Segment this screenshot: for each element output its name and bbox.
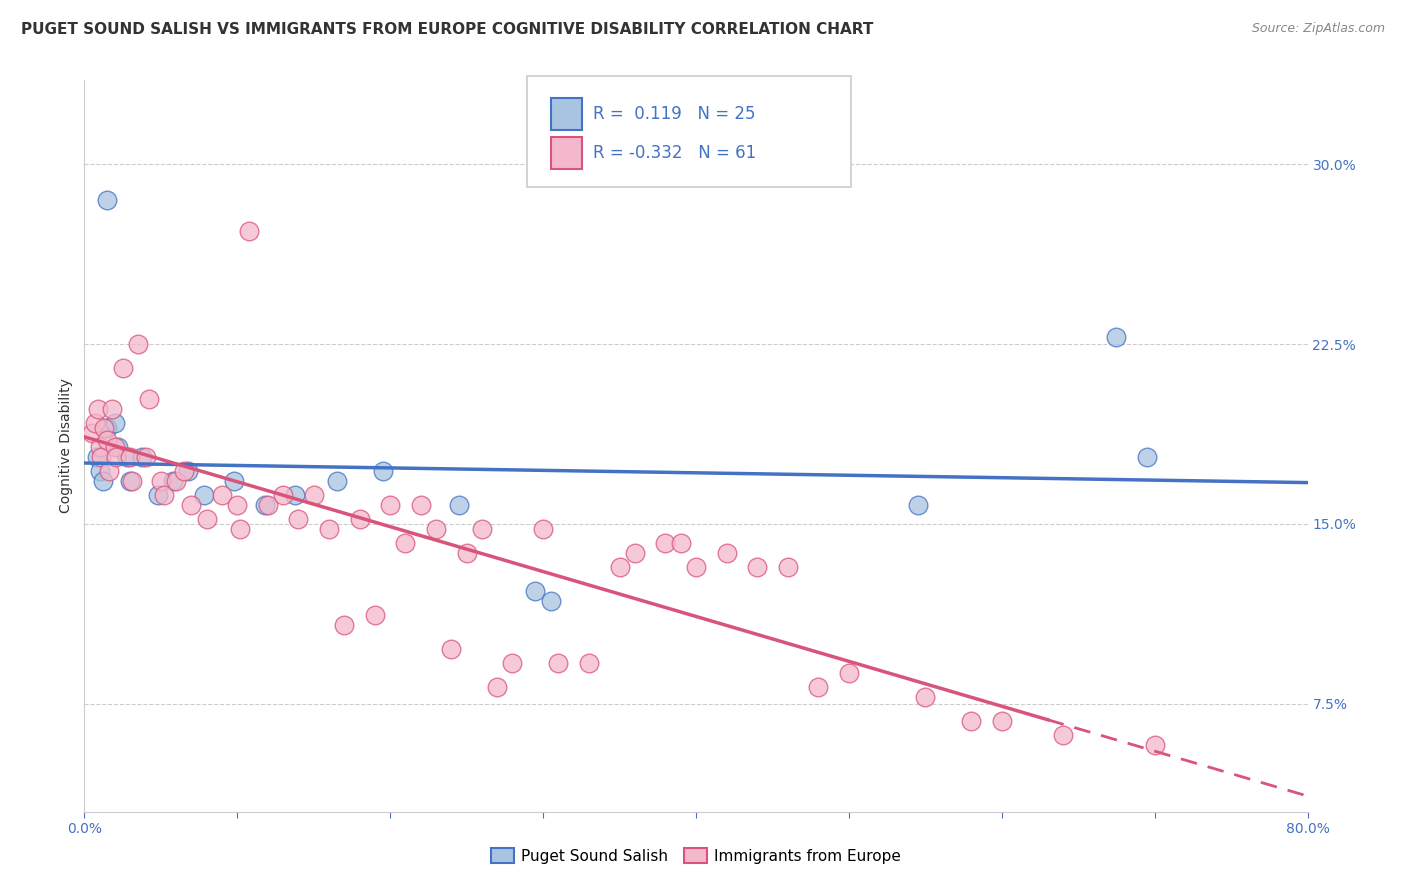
Point xyxy=(165,474,187,488)
Point xyxy=(271,488,294,502)
Point xyxy=(226,498,249,512)
Point xyxy=(97,464,120,478)
Point xyxy=(104,416,127,430)
Point xyxy=(173,464,195,478)
Point xyxy=(115,450,138,464)
Point xyxy=(80,425,103,440)
Point xyxy=(180,498,202,512)
Point xyxy=(121,474,143,488)
Point xyxy=(371,464,394,478)
Point xyxy=(540,593,562,607)
Text: R =  0.119   N = 25: R = 0.119 N = 25 xyxy=(593,105,756,123)
Legend: Puget Sound Salish, Immigrants from Europe: Puget Sound Salish, Immigrants from Euro… xyxy=(485,842,907,870)
Point xyxy=(447,498,470,512)
Point xyxy=(107,440,129,454)
Point xyxy=(524,584,547,599)
Point xyxy=(146,488,169,502)
Point xyxy=(93,421,115,435)
Point xyxy=(838,665,860,680)
Point xyxy=(364,608,387,623)
Point xyxy=(89,464,111,478)
Point xyxy=(302,488,325,502)
Point xyxy=(685,560,707,574)
Point xyxy=(131,450,153,464)
Point xyxy=(224,474,246,488)
Point xyxy=(238,224,260,238)
Point xyxy=(502,656,524,670)
Point xyxy=(211,488,233,502)
Point xyxy=(101,401,124,416)
Point xyxy=(1143,738,1166,752)
Point xyxy=(149,474,172,488)
Point xyxy=(284,488,307,502)
Point xyxy=(409,498,432,512)
Point xyxy=(111,361,134,376)
Point xyxy=(193,488,215,502)
Point xyxy=(349,512,371,526)
Point xyxy=(456,546,478,560)
Point xyxy=(716,546,738,560)
Point xyxy=(1052,728,1074,742)
Point xyxy=(90,450,112,464)
Point xyxy=(96,433,118,447)
Point xyxy=(120,450,142,464)
Point xyxy=(747,560,769,574)
Point xyxy=(287,512,309,526)
Point xyxy=(104,440,127,454)
Point xyxy=(425,522,447,536)
Point xyxy=(654,536,676,550)
Point xyxy=(162,474,184,488)
Point xyxy=(486,680,509,694)
Point xyxy=(105,450,128,464)
Point xyxy=(257,498,280,512)
Point xyxy=(229,522,252,536)
Point xyxy=(471,522,494,536)
Point xyxy=(135,450,157,464)
Point xyxy=(325,474,347,488)
Point xyxy=(907,498,929,512)
Point xyxy=(960,714,983,728)
Point xyxy=(177,464,200,478)
Point xyxy=(86,450,108,464)
Point xyxy=(609,560,631,574)
Point xyxy=(333,617,356,632)
Point xyxy=(914,690,936,704)
Point xyxy=(318,522,340,536)
Point xyxy=(380,498,402,512)
Point xyxy=(991,714,1014,728)
Point xyxy=(84,416,107,430)
Point xyxy=(776,560,799,574)
Point xyxy=(547,656,569,670)
Point xyxy=(89,440,111,454)
Point xyxy=(87,401,110,416)
Point xyxy=(394,536,416,550)
Point xyxy=(669,536,692,550)
Text: Source: ZipAtlas.com: Source: ZipAtlas.com xyxy=(1251,22,1385,36)
Text: R = -0.332   N = 61: R = -0.332 N = 61 xyxy=(593,145,756,162)
Point xyxy=(127,337,149,351)
Y-axis label: Cognitive Disability: Cognitive Disability xyxy=(59,378,73,514)
Point xyxy=(91,474,114,488)
Point xyxy=(138,392,160,407)
Point xyxy=(195,512,218,526)
Point xyxy=(120,474,142,488)
Point xyxy=(96,193,118,207)
Point xyxy=(440,641,463,656)
Point xyxy=(531,522,554,536)
Point xyxy=(624,546,647,560)
Point xyxy=(807,680,830,694)
Point xyxy=(1105,330,1128,344)
Text: PUGET SOUND SALISH VS IMMIGRANTS FROM EUROPE COGNITIVE DISABILITY CORRELATION CH: PUGET SOUND SALISH VS IMMIGRANTS FROM EU… xyxy=(21,22,873,37)
Point xyxy=(153,488,176,502)
Point xyxy=(96,421,118,435)
Point xyxy=(253,498,276,512)
Point xyxy=(578,656,600,670)
Point xyxy=(1136,450,1159,464)
